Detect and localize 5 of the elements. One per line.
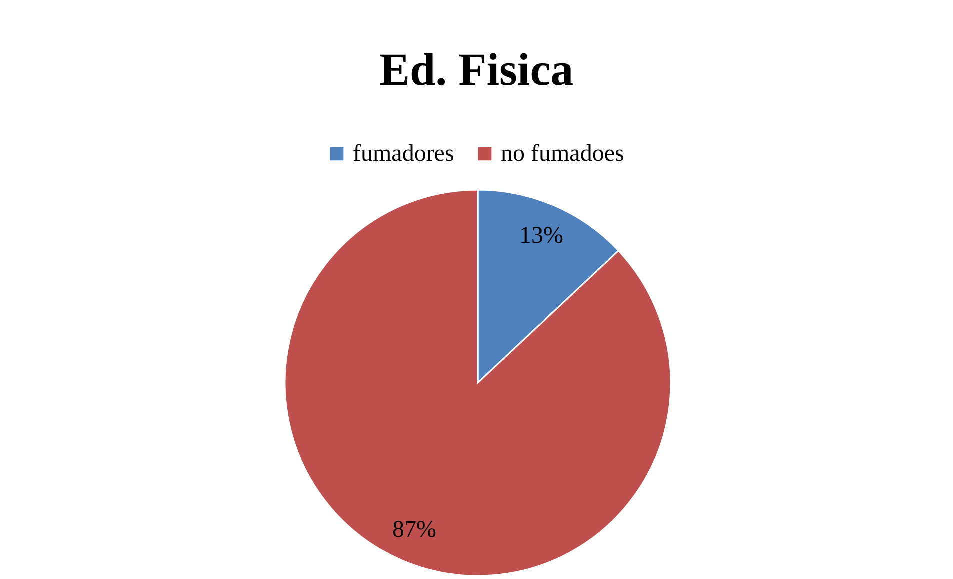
data-label: 87% bbox=[392, 516, 436, 543]
legend-label: no fumadoes bbox=[501, 141, 624, 167]
data-label: 13% bbox=[520, 223, 564, 250]
chart-title: Ed. Fisica bbox=[379, 44, 574, 95]
legend-label: fumadores bbox=[353, 141, 454, 167]
